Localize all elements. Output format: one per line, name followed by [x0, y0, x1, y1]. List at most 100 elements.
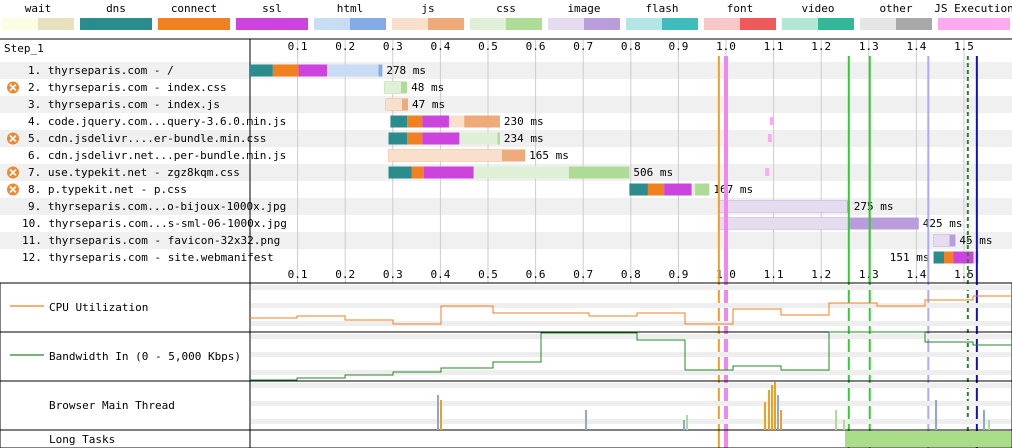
request-duration: 506 ms — [633, 166, 673, 179]
ticks-top: 0.1 0.2 0.3 0.4 0.5 0.6 0.7 0.8 0.9 1.0 1.1 1.2 1.3 1… — [288, 40, 974, 53]
tick-label: 0.6 — [526, 268, 546, 281]
legend-label: js — [421, 2, 434, 15]
graph-band — [251, 419, 1011, 424]
warning-cross — [9, 134, 17, 143]
legend-swatch — [194, 18, 230, 30]
graphs: CPU Utilization Bandwidth In (0 - 5,000 K… — [0, 282, 1012, 448]
main-thread-spike — [935, 400, 937, 430]
tick-label: 0.2 — [335, 268, 355, 281]
request-label: 9. thyrseparis.com...o-bijoux-1000x.jpg — [28, 200, 286, 213]
request-row[interactable]: 2. thyrseparis.com - index.css 48 ms — [7, 81, 444, 94]
request-duration: 47 ms — [412, 98, 445, 111]
js-execution-marker — [769, 117, 774, 125]
bar-ttfb — [973, 251, 976, 264]
request-row[interactable]: 1. thyrseparis.com - / 278 ms — [28, 64, 426, 77]
request-duration: 151 ms — [890, 251, 930, 264]
graph-band — [251, 370, 1011, 375]
main-thread-spike — [768, 390, 770, 430]
legend-swatch — [470, 18, 506, 30]
bar-ttfb — [448, 115, 465, 128]
main-thread-spike — [440, 400, 442, 430]
request-label: 3. thyrseparis.com - index.js — [28, 98, 220, 111]
tick-label: 0.6 — [526, 40, 546, 53]
graph-band — [251, 383, 1011, 388]
bar-download — [378, 64, 383, 77]
bar-connect — [407, 115, 423, 128]
bar-dns — [390, 115, 408, 128]
bar-ssl — [298, 64, 328, 77]
request-row[interactable]: 8. p.typekit.net - p.css 167 ms — [7, 183, 753, 196]
bar-download — [849, 217, 919, 230]
bandwidth-line — [250, 331, 1012, 381]
bar-connect — [944, 251, 954, 264]
js-execution-marker — [767, 134, 772, 142]
main-thread-spike — [843, 420, 845, 430]
tick-label: 0.5 — [478, 268, 498, 281]
legend-swatch — [548, 18, 584, 30]
bar-ssl — [422, 115, 449, 128]
timing-markers — [717, 56, 978, 448]
row-bg — [0, 232, 1012, 249]
bar-dns — [250, 64, 273, 77]
bar-download — [402, 98, 409, 111]
tick-label: 1.4 — [906, 40, 926, 53]
request-label: 4. code.jquery.com...query-3.6.0.min.js — [28, 115, 286, 128]
request-rows[interactable]: 1. thyrseparis.com - / 278 ms 2. thyrsepar… — [7, 64, 993, 264]
legend-label: font — [727, 2, 754, 15]
request-duration: 425 ms — [923, 217, 963, 230]
legend-swatch — [38, 18, 74, 30]
request-row[interactable]: 6. cdn.jsdelivr.net...per-bundle.min.js 1… — [28, 149, 569, 162]
legend-swatch — [896, 18, 932, 30]
legend-swatch — [350, 18, 386, 30]
tick-label: 0.4 — [430, 268, 450, 281]
legend-label: connect — [171, 2, 217, 15]
legend-label: other — [879, 2, 912, 15]
bar-download — [464, 115, 500, 128]
graph-band — [251, 321, 1011, 326]
tick-label: 1.2 — [811, 40, 831, 53]
row-bg — [0, 130, 1012, 147]
request-row[interactable]: 10. thyrseparis.com...s-sml-06-1000x.jpg… — [22, 217, 963, 230]
graph-band — [251, 303, 1011, 308]
request-duration: 234 ms — [504, 132, 544, 145]
bar-wait — [384, 81, 402, 94]
request-row[interactable]: 4. code.jquery.com...query-3.6.0.min.js 2… — [28, 115, 544, 128]
legend-swatch — [704, 18, 740, 30]
request-label: 11. thyrseparis.com - favicon-32x32.png — [22, 234, 280, 247]
request-row[interactable]: 3. thyrseparis.com - index.js 47 ms — [28, 98, 445, 111]
request-duration: 165 ms — [529, 149, 569, 162]
main-thread-spike — [683, 420, 685, 430]
main-thread-spike — [437, 395, 439, 430]
tick-label: 0.8 — [621, 268, 641, 281]
row-bg — [0, 96, 1012, 113]
main-thread-spike — [686, 415, 688, 430]
tick-label: 0.7 — [573, 268, 593, 281]
legend: wait dns connect ssl html js css image flash font… — [2, 2, 1012, 30]
tick-label: 0.1 — [288, 40, 308, 53]
tick-label: 1.3 — [859, 40, 879, 53]
main-thread-spike — [777, 395, 779, 430]
tick-label: 0.8 — [621, 40, 641, 53]
bar-wait — [933, 234, 950, 247]
request-row[interactable]: 5. cdn.jsdelivr....er-bundle.min.css 234 … — [7, 132, 544, 145]
request-row[interactable]: 9. thyrseparis.com...o-bijoux-1000x.jpg 2… — [28, 200, 894, 213]
legend-swatch — [782, 18, 818, 30]
tick-label: 1.1 — [764, 268, 784, 281]
legend-swatch — [272, 18, 308, 30]
request-row[interactable]: 12. thyrseparis.com - site.webmanifest 15… — [22, 251, 979, 264]
legend-swatch — [662, 18, 698, 30]
legend-label: video — [801, 2, 834, 15]
main-thread-spike — [774, 382, 776, 430]
bar-ssl — [664, 183, 692, 196]
main-thread-spike — [585, 410, 587, 430]
bar-ttfb — [473, 166, 569, 179]
js-execution-marker — [765, 168, 770, 176]
legend-swatch — [626, 18, 662, 30]
tick-label: 1.4 — [906, 268, 926, 281]
request-row[interactable]: 7. use.typekit.net - zgz8kqm.css 506 ms — [7, 166, 673, 179]
bar-wait — [718, 200, 848, 213]
legend-label: dns — [106, 2, 126, 15]
legend-swatch — [860, 18, 896, 30]
main-thread-spike — [835, 410, 837, 430]
